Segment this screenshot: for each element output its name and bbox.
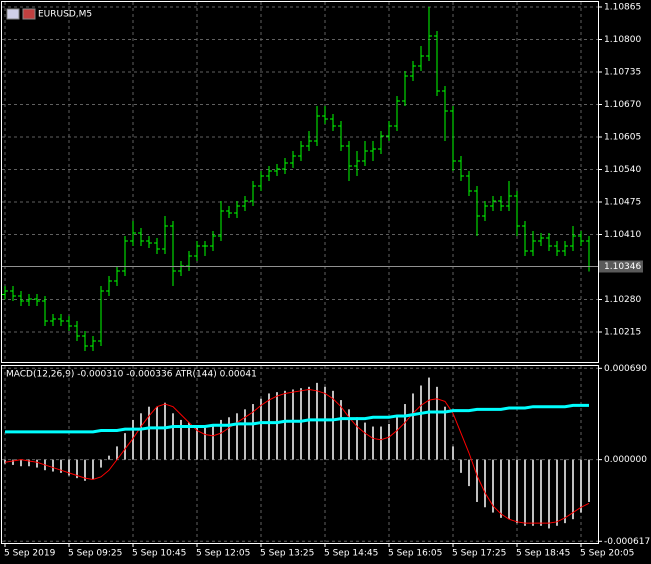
price-panel	[1, 1, 599, 363]
y-tick-label: 0.000690	[604, 364, 647, 374]
y-tick-label: 0.000000	[604, 455, 647, 465]
y-tick-label: 1.10800	[604, 35, 641, 45]
y-tick-label: 1.10475	[604, 198, 641, 208]
indicator-title: MACD(12,26,9) -0.000310 -0.000336 ATR(14…	[6, 370, 257, 380]
x-tick-label: 5 Sep 10:45	[132, 549, 186, 559]
y-tick-label: 1.10280	[604, 295, 641, 305]
indicator-line	[4, 388, 590, 524]
x-tick-label: 5 Sep 16:05	[388, 549, 442, 559]
indicator-line	[5, 403, 589, 434]
x-tick-label: 5 Sep 09:25	[68, 549, 122, 559]
y-tick-label: 1.10865	[604, 3, 641, 13]
last-price-label: 1.10346	[604, 262, 641, 272]
x-tick-label: 5 Sep 13:25	[260, 549, 314, 559]
y-tick-label: 1.10215	[604, 328, 641, 338]
symbol-title: EURUSD,M5	[38, 10, 92, 20]
flag-icon[interactable]	[22, 8, 36, 20]
y-tick-label: 1.10670	[604, 100, 641, 110]
window-icon[interactable]	[6, 8, 20, 20]
y-tick-label: -0.000617	[604, 537, 650, 547]
x-tick-label: 5 Sep 12:05	[196, 549, 250, 559]
y-tick-label: 1.10735	[604, 68, 641, 78]
x-tick-label: 5 Sep 17:25	[452, 549, 506, 559]
y-tick-label: 1.10410	[604, 230, 641, 240]
y-tick-label: 1.10605	[604, 133, 641, 143]
x-tick-label: 5 Sep 18:45	[516, 549, 570, 559]
x-tick-label: 5 Sep 2019	[4, 549, 56, 559]
indicator-panel	[1, 365, 599, 544]
y-tick-label: 1.10540	[604, 165, 641, 175]
x-tick-label: 5 Sep 20:05	[580, 549, 634, 559]
last-price-box	[599, 260, 643, 273]
x-tick-label: 5 Sep 14:45	[324, 549, 378, 559]
